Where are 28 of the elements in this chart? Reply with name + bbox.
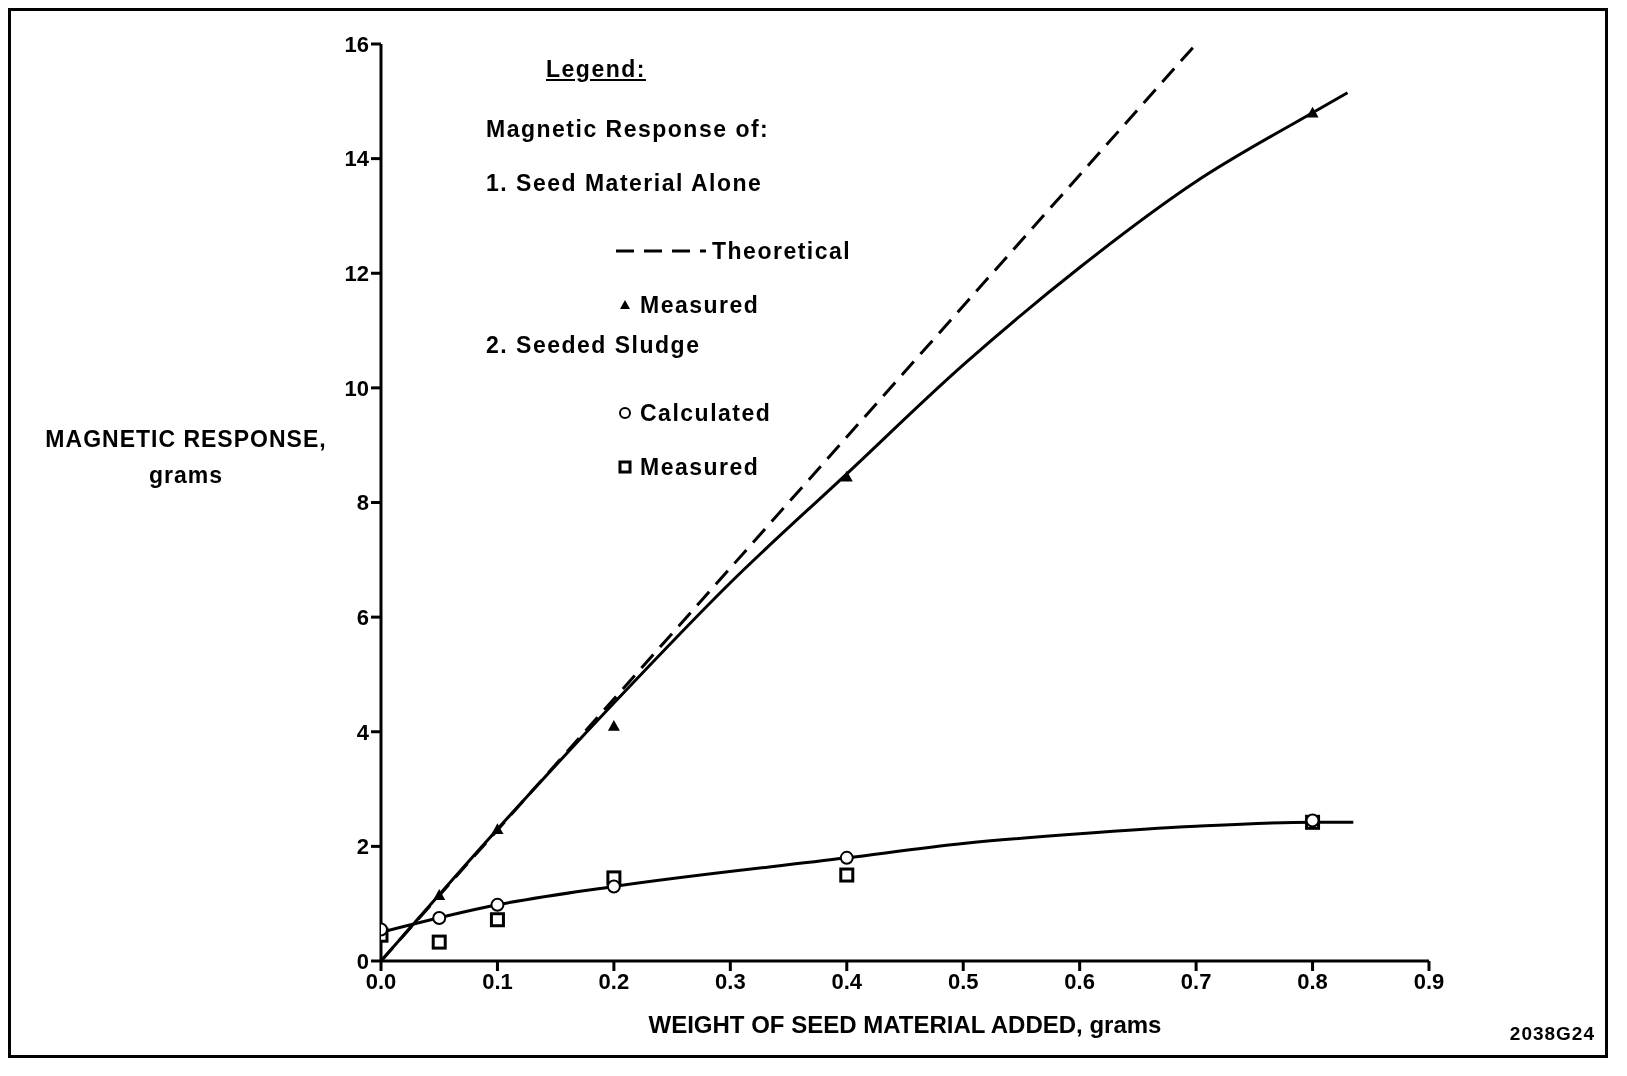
y-tick-label: 4 (356, 719, 370, 745)
y-tick-label: 14 (344, 146, 370, 172)
x-axis-title: WEIGHT OF SEED MATERIAL ADDED, grams (648, 1011, 1162, 1038)
legend-label: Calculated (640, 399, 772, 427)
x-tick-label: 0.5 (947, 968, 979, 994)
x-tick-label: 0.1 (482, 968, 513, 994)
annotation: 1. Seed Material Alone (486, 170, 764, 198)
y-tick-label: 2 (356, 834, 369, 860)
x-tick-label: 0.7 (1180, 968, 1212, 994)
x-tick-label: 0.2 (598, 968, 630, 994)
legend-label: Theoretical (712, 237, 852, 265)
x-tick-label: 0.6 (1064, 968, 1095, 994)
y-axis-title: MAGNETIC RESPONSE, grams (44, 425, 328, 490)
legend-label: Measured (640, 453, 760, 481)
annotation: 2. Seeded Sludge (486, 332, 702, 360)
x-tick-label: 0.8 (1297, 968, 1328, 994)
legend-title: Legend: (546, 56, 647, 84)
legend-label: Measured (640, 291, 760, 319)
text: 2038G24 (1509, 1023, 1595, 1045)
y-tick-label: 16 (344, 31, 369, 57)
x-tick-label: 0.9 (1413, 968, 1445, 994)
x-tick-label: 0.4 (831, 968, 863, 994)
y-tick-label: 12 (344, 261, 369, 287)
y-tick-label: 6 (356, 604, 369, 630)
y-tick-label: 8 (356, 490, 369, 516)
x-tick-label: 0.3 (715, 968, 746, 994)
annotation: Magnetic Response of: (486, 116, 771, 144)
y-tick-label: 10 (344, 375, 369, 401)
